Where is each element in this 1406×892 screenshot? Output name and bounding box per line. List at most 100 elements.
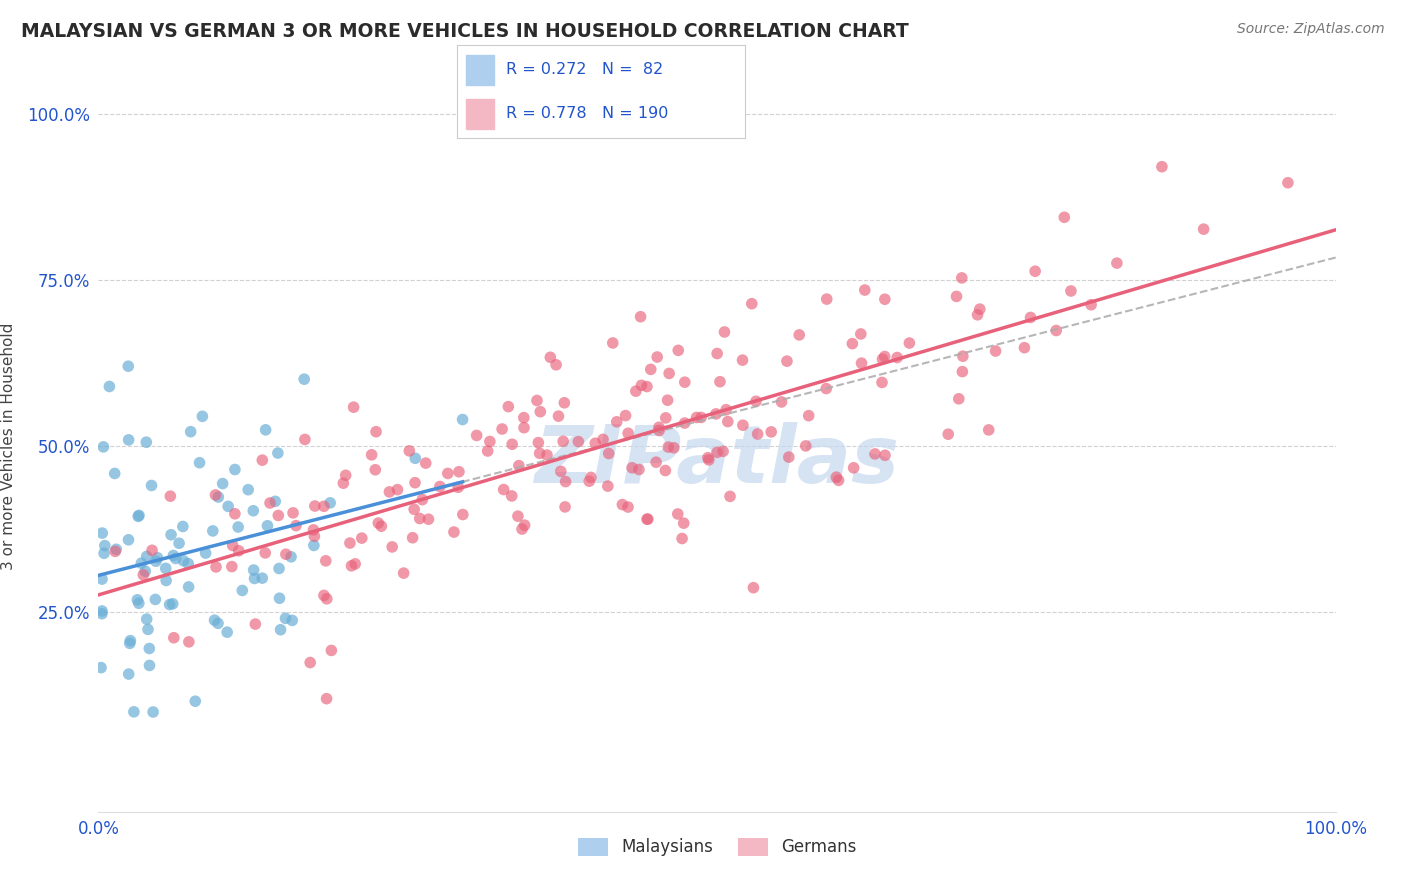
Point [387,483,409,497]
Point [526,393,548,408]
Point [274,611,297,625]
Point [602,335,624,350]
Point [529,446,551,460]
Point [238,483,260,497]
Point [364,463,387,477]
Point [478,434,501,449]
Point [657,440,679,454]
Point [443,524,465,539]
Bar [465,99,495,129]
Point [204,488,226,502]
Point [280,549,302,564]
Point [162,549,184,563]
Point [360,448,382,462]
Point [299,656,322,670]
Point [513,420,536,434]
Point [745,394,768,409]
Point [252,571,274,585]
Point [666,343,689,358]
Point [550,464,572,478]
Point [704,407,727,421]
Point [93,440,115,454]
Point [529,405,551,419]
Point [606,415,628,429]
Point [948,392,970,406]
Point [553,396,575,410]
Point [135,549,157,564]
Point [404,475,426,490]
Point [242,504,264,518]
Point [770,395,793,409]
Point [94,539,117,553]
Point [162,597,184,611]
Point [404,451,426,466]
Point [180,425,202,439]
Point [177,580,200,594]
Legend: Malaysians, Germans: Malaysians, Germans [571,831,863,863]
Point [508,458,530,473]
Point [141,543,163,558]
Point [711,444,734,458]
Point [671,532,693,546]
Point [269,591,291,606]
Point [207,616,229,631]
Point [91,604,114,618]
Point [825,470,848,484]
Point [367,516,389,530]
Point [364,425,387,439]
Point [717,415,740,429]
Point [302,538,325,552]
Point [264,494,287,508]
Point [312,500,335,514]
Text: Source: ZipAtlas.com: Source: ZipAtlas.com [1237,22,1385,37]
Point [1277,176,1299,190]
Point [217,625,239,640]
Point [191,409,214,424]
Point [657,393,679,408]
Point [501,489,523,503]
Point [243,572,266,586]
Point [194,546,217,560]
Point [714,402,737,417]
Point [696,450,718,465]
Point [184,694,207,708]
Point [122,705,145,719]
Point [797,409,820,423]
Point [304,499,326,513]
Point [134,564,156,578]
Point [731,418,754,433]
Point [554,500,576,514]
Point [343,400,366,414]
Point [969,302,991,317]
Point [498,400,520,414]
Point [335,468,357,483]
Point [315,591,337,606]
Point [409,511,432,525]
Point [637,512,659,526]
Point [128,596,150,610]
Point [851,356,873,370]
Point [645,350,668,364]
Point [630,310,652,324]
Point [312,588,335,602]
Text: MALAYSIAN VS GERMAN 3 OR MORE VEHICLES IN HOUSEHOLD CORRELATION CHART: MALAYSIAN VS GERMAN 3 OR MORE VEHICLES I… [21,22,908,41]
Point [567,434,589,449]
Point [155,574,177,588]
Point [104,544,127,558]
Point [1045,324,1067,338]
Point [252,453,274,467]
Point [145,554,167,568]
Point [188,456,211,470]
Point [136,623,159,637]
Point [718,489,741,503]
Point [477,444,499,458]
Point [344,557,367,571]
Point [1150,160,1173,174]
Point [761,425,783,439]
Point [321,643,343,657]
Point [778,450,800,464]
Point [332,476,354,491]
Point [827,473,849,487]
Point [977,423,1000,437]
Point [612,498,634,512]
